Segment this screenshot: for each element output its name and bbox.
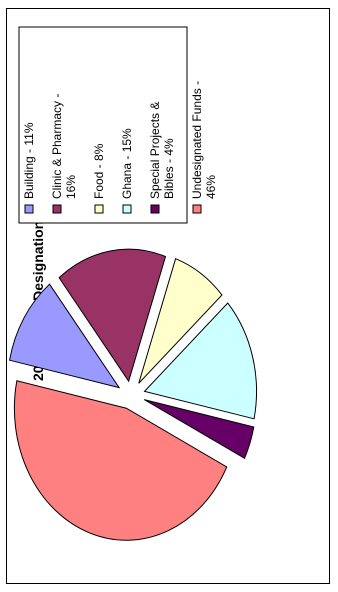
legend-box (18, 26, 188, 224)
pie-slice-ghana (143, 302, 258, 420)
pie-slice-special-projects-bibles (143, 399, 255, 460)
pie-slice-food (138, 258, 223, 384)
chart-frame: 2007 Donor Designations Building - 11%Cl… (6, 8, 330, 584)
legend-swatch (24, 204, 34, 214)
legend-swatch (150, 204, 160, 214)
legend-swatch (52, 204, 62, 214)
legend-label: Special Projects & (148, 102, 162, 199)
legend-swatch (192, 204, 202, 214)
legend: Building - 11% Clinic & Pharmacy -16% Food… (22, 81, 218, 214)
legend-swatch (122, 204, 132, 214)
pie-slices (8, 248, 258, 541)
pie-slice-building (8, 283, 121, 389)
pie-slice-undesignated-funds (13, 380, 228, 541)
pie-chart: 2007 Donor Designations Building - 11%Cl… (8, 26, 258, 541)
legend-label: 46% (204, 175, 218, 199)
legend-label: 16% (64, 175, 78, 199)
legend-swatch (94, 204, 104, 214)
legend-label: Food - 8% (92, 143, 106, 199)
legend-label: Ghana - 15% (120, 128, 134, 199)
legend-label: Building - 11% (22, 122, 36, 199)
pie-slice-clinic-pharmacy (58, 248, 167, 383)
legend-label: Bibles - 4% (162, 138, 176, 199)
legend-label: Clinic & Pharmacy - (50, 94, 64, 199)
legend-label: Undesignated Funds - (190, 81, 204, 199)
